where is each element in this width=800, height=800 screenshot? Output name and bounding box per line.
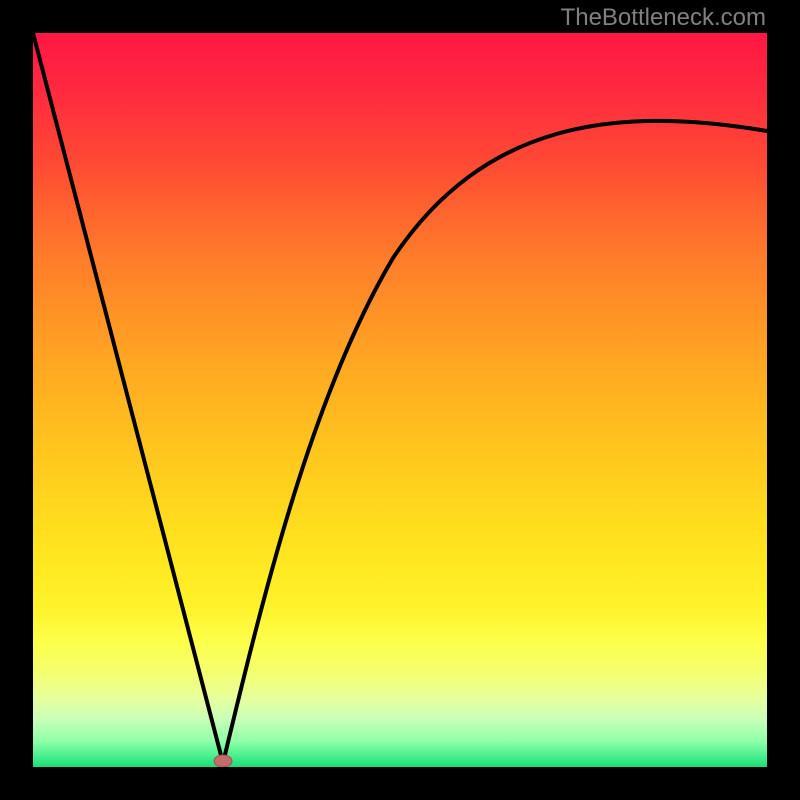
watermark-text: TheBottleneck.com — [561, 4, 766, 32]
bottleneck-curve — [33, 33, 767, 763]
plot-area — [33, 33, 767, 767]
minimum-marker — [214, 755, 232, 767]
curve-layer — [33, 33, 767, 767]
